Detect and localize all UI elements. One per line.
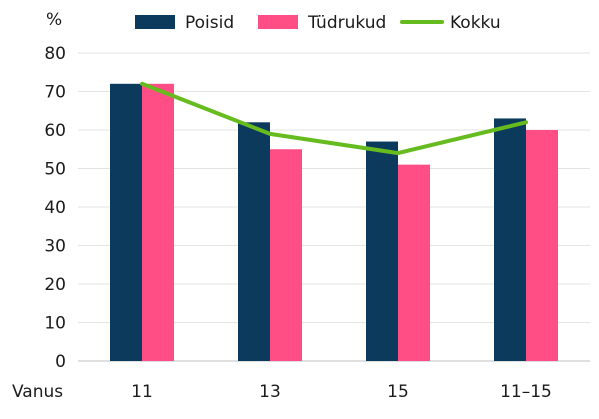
x-tick-label: 11–15 <box>500 382 552 402</box>
y-tick-label: 80 <box>44 44 66 64</box>
bars <box>110 83 558 362</box>
bar-tüdrukud-4 <box>526 130 558 361</box>
bar-poisid-3 <box>366 141 398 361</box>
y-tick-label: 10 <box>44 314 66 334</box>
line-kokku <box>140 81 528 156</box>
bar-poisid-2 <box>238 122 270 361</box>
y-axis-unit: % <box>46 10 62 30</box>
legend-swatch-poisid <box>135 15 175 29</box>
bar-tüdrukud-2 <box>270 149 302 361</box>
total-line <box>140 81 528 156</box>
x-axis-label: Vanus <box>12 382 63 402</box>
legend: Poisid Tüdrukud Kokku <box>135 13 501 33</box>
y-tick-label: 20 <box>44 275 66 295</box>
y-axis-ticks: 0 10 20 30 40 50 60 70 80 <box>44 44 66 372</box>
y-tick-label: 60 <box>44 121 66 141</box>
legend-label-poisid: Poisid <box>185 13 234 33</box>
legend-swatch-tüdrukud <box>258 15 298 29</box>
bar-poisid-1 <box>110 83 142 362</box>
x-tick-label: 13 <box>259 382 281 402</box>
legend-label-kokku: Kokku <box>450 13 501 33</box>
bar-tüdrukud-3 <box>398 164 430 361</box>
y-tick-label: 30 <box>44 237 66 257</box>
y-tick-label: 50 <box>44 160 66 180</box>
x-tick-label: 15 <box>387 382 409 402</box>
y-tick-label: 70 <box>44 83 66 103</box>
x-tick-label: 11 <box>131 382 153 402</box>
bar-poisid-4 <box>494 118 526 361</box>
y-tick-label: 0 <box>55 352 66 372</box>
bar-tüdrukud-1 <box>142 83 174 362</box>
x-axis-ticks: 11 13 15 11–15 <box>131 382 552 402</box>
legend-label-tüdrukud: Tüdrukud <box>307 13 386 33</box>
y-tick-label: 40 <box>44 198 66 218</box>
